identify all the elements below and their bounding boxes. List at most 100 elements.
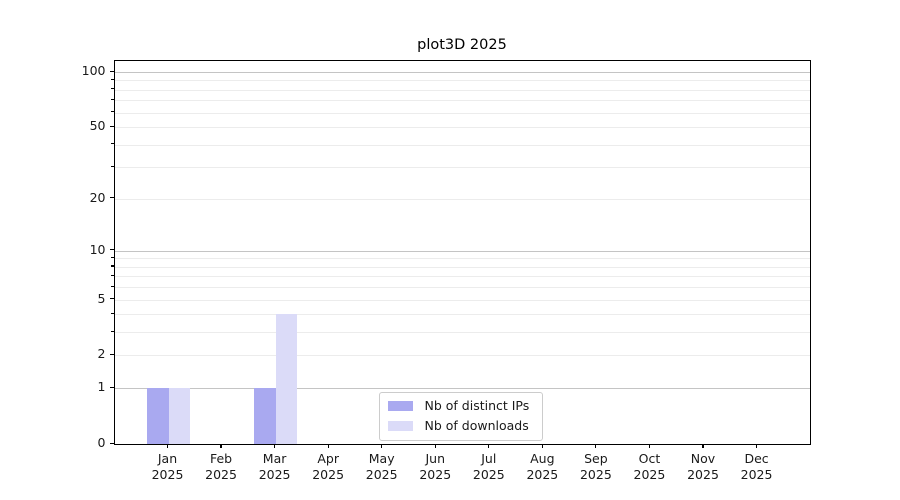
minor-gridline xyxy=(114,287,810,289)
y-tick-label: 0 xyxy=(97,435,106,450)
x-tick-label: Dec 2025 xyxy=(727,451,787,482)
minor-gridline xyxy=(114,112,810,114)
x-tick-year: 2025 xyxy=(419,466,452,482)
x-tick-year: 2025 xyxy=(687,466,719,482)
x-tick-year: 2025 xyxy=(365,466,398,482)
minor-gridline xyxy=(114,167,810,169)
bar-distinct-ips-mar xyxy=(254,388,276,444)
x-tick-label: Jul 2025 xyxy=(459,451,519,482)
y-minor-tick-mark xyxy=(111,285,114,287)
x-tick-month: May xyxy=(368,451,395,466)
minor-gridline xyxy=(114,144,810,146)
minor-gridline xyxy=(114,276,810,278)
y-tick-mark xyxy=(109,249,114,251)
x-tick-mark xyxy=(434,444,436,449)
y-tick-label: 5 xyxy=(97,290,106,306)
x-tick-year: 2025 xyxy=(633,466,666,482)
y-minor-tick-mark xyxy=(111,256,114,259)
x-tick-mark xyxy=(702,444,704,449)
x-tick-label: Sep 2025 xyxy=(566,451,626,482)
x-tick-mark xyxy=(166,444,169,449)
major-gridline xyxy=(114,250,810,252)
x-tick-month: Jun xyxy=(425,451,446,466)
x-tick-month: Aug xyxy=(530,451,555,466)
y-tick-mark xyxy=(109,386,114,388)
x-tick-label: May 2025 xyxy=(352,451,412,482)
minor-gridline xyxy=(114,80,810,82)
y-tick-label: 100 xyxy=(81,63,106,78)
y-minor-tick-mark xyxy=(111,143,114,145)
x-tick-mark xyxy=(274,444,276,449)
y-minor-tick-mark xyxy=(111,265,114,267)
x-tick-month: Oct xyxy=(638,451,661,466)
minor-gridline xyxy=(114,258,810,260)
y-minor-tick-mark xyxy=(111,274,114,277)
chart-title: plot3D 2025 xyxy=(417,37,507,53)
x-tick-month: Feb xyxy=(209,451,233,466)
x-tick-mark xyxy=(488,444,490,449)
x-tick-year: 2025 xyxy=(151,466,184,482)
x-tick-mark xyxy=(595,444,597,449)
x-tick-mark xyxy=(648,444,651,449)
y-tick-label: 10 xyxy=(89,241,106,257)
major-gridline xyxy=(114,388,810,390)
y-minor-tick-mark xyxy=(111,78,114,81)
x-tick-mark xyxy=(381,444,383,449)
minor-gridline xyxy=(114,127,810,129)
x-tick-mark xyxy=(220,444,222,449)
x-tick-label: Aug 2025 xyxy=(512,451,572,482)
x-tick-year: 2025 xyxy=(258,466,291,482)
x-tick-mark xyxy=(327,444,329,449)
x-tick-year: 2025 xyxy=(312,466,345,482)
bar-distinct-ips-jan xyxy=(147,388,169,444)
legend-label-distinct-ips: Nb of distinct IPs xyxy=(424,398,530,413)
x-tick-mark xyxy=(541,444,543,449)
y-minor-tick-mark xyxy=(111,312,114,314)
x-tick-label: Feb 2025 xyxy=(191,451,251,482)
minor-gridline xyxy=(114,355,810,357)
bar-downloads-jan xyxy=(168,388,190,444)
x-tick-year: 2025 xyxy=(472,466,505,482)
legend-item-distinct-ips: Nb of distinct IPs xyxy=(387,398,534,414)
y-minor-tick-mark xyxy=(111,88,114,90)
x-tick-month: Sep xyxy=(584,451,608,466)
y-tick-label: 2 xyxy=(97,346,106,362)
y-tick-mark xyxy=(109,125,114,127)
legend-item-downloads: Nb of downloads xyxy=(387,418,534,434)
legend-label-downloads: Nb of downloads xyxy=(424,418,529,433)
x-tick-year: 2025 xyxy=(740,466,773,482)
x-tick-month: Jul xyxy=(481,451,497,466)
y-tick-mark xyxy=(109,353,114,356)
x-tick-label: Jan 2025 xyxy=(138,451,198,482)
minor-gridline xyxy=(114,299,810,301)
x-tick-year: 2025 xyxy=(579,466,612,482)
y-minor-tick-mark xyxy=(111,111,114,113)
y-tick-mark xyxy=(109,442,114,444)
major-gridline xyxy=(114,72,810,73)
legend-swatch-downloads xyxy=(387,421,413,431)
legend: Nb of distinct IPs Nb of downloads xyxy=(378,392,543,441)
bar-downloads-mar xyxy=(275,314,298,444)
y-tick-mark xyxy=(109,298,114,300)
x-tick-label: Mar 2025 xyxy=(245,451,305,482)
y-tick-label: 1 xyxy=(97,379,106,395)
minor-gridline xyxy=(114,266,810,268)
x-tick-month: Apr xyxy=(317,451,339,466)
x-tick-month: Mar xyxy=(262,451,287,466)
y-minor-tick-mark xyxy=(111,330,114,332)
minor-gridline xyxy=(114,89,810,91)
x-tick-month: Jan xyxy=(157,451,178,466)
x-tick-label: Apr 2025 xyxy=(298,451,358,482)
x-tick-month: Dec xyxy=(744,451,769,466)
y-minor-tick-mark xyxy=(111,98,114,101)
minor-gridline xyxy=(114,314,810,316)
x-tick-label: Oct 2025 xyxy=(619,451,679,482)
x-tick-label: Jun 2025 xyxy=(405,451,465,482)
y-tick-label: 50 xyxy=(89,118,106,134)
x-tick-month: Nov xyxy=(690,451,716,466)
y-tick-label: 20 xyxy=(89,189,106,205)
plot-area: Nb of distinct IPs Nb of downloads xyxy=(113,60,811,445)
y-minor-tick-mark xyxy=(111,165,114,167)
minor-gridline xyxy=(114,100,810,102)
